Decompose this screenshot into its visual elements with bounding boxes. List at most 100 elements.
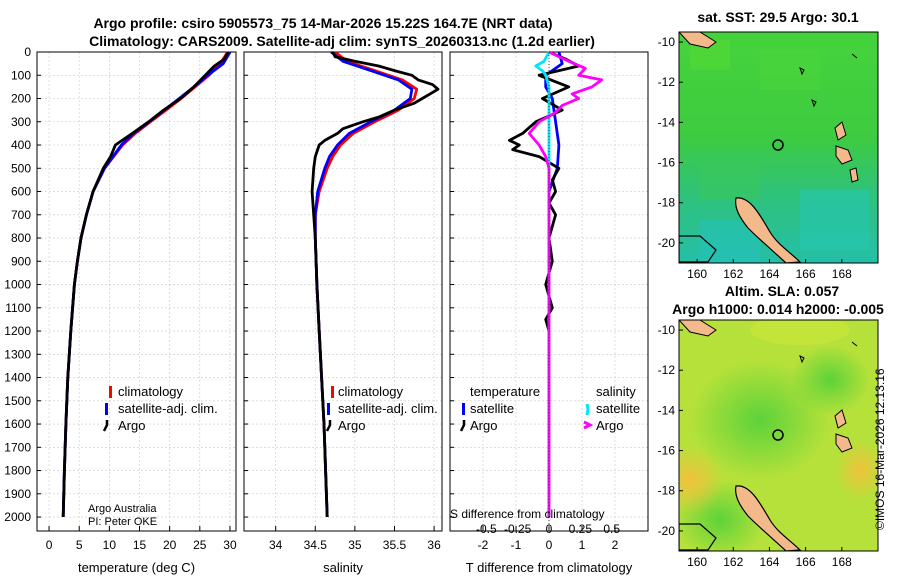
lon-tick-label: 166	[796, 267, 816, 281]
sst-map-field	[679, 32, 878, 263]
x-axis-label: salinity	[323, 560, 363, 575]
legend-swatch-satellite	[105, 403, 108, 415]
x-tick-label: 2	[612, 538, 619, 552]
lat-tick-label: -20	[658, 236, 676, 250]
x-tick-label: 34.5	[304, 538, 328, 552]
grid	[37, 51, 236, 531]
y-tick-label: 500	[11, 161, 31, 175]
legend-swatch-argo	[102, 420, 109, 432]
salinity-legend: climatology satellite-adj. clim. Argo	[325, 384, 438, 433]
series-line-argo	[61, 51, 230, 518]
argo-position-marker	[772, 429, 784, 441]
figure-title-line2: Climatology: CARS2009. Satellite-adj cli…	[89, 33, 595, 49]
s-tick-label: 0.25	[569, 522, 593, 536]
x-tick-label: 20	[163, 538, 177, 552]
x-tick-label: 30	[223, 538, 237, 552]
legend-swatch-sal-satellite	[585, 403, 590, 416]
s-tick-label: 0.5	[603, 522, 620, 536]
axes-frame	[36, 51, 237, 532]
legend-label-argo: Argo	[338, 418, 365, 433]
x-tick-label: -2	[478, 538, 489, 552]
legend-title-temperature: temperature	[470, 384, 540, 399]
x-tick-label: -1	[511, 538, 522, 552]
y-tick-label: 800	[11, 231, 31, 245]
imos-credit: ©IMOS 16-Mar-2026 12:13:16	[873, 368, 887, 530]
lat-tick-label: -18	[658, 484, 676, 498]
x-tick-label: 1	[579, 538, 586, 552]
y-tick-label: 200	[11, 92, 31, 106]
sla-map-title: Altim. SLA: 0.057	[725, 283, 840, 299]
x-tick-label: 35	[348, 538, 362, 552]
lon-tick-label: 164	[759, 555, 779, 569]
lat-tick-label: -16	[658, 444, 676, 458]
legend-label-sal-satellite: satellite	[596, 401, 640, 416]
y-tick-label: 1500	[4, 394, 31, 408]
credit-line-2: PI: Peter OKE	[88, 516, 157, 528]
x-tick-label: 5	[76, 538, 83, 552]
lon-tick-label: 162	[723, 267, 743, 281]
s-tick-label: 0	[546, 522, 553, 536]
legend-swatch-climatology	[331, 386, 334, 398]
legend-label-temp-satellite: satellite	[470, 401, 514, 416]
y-tick-label: 100	[11, 68, 31, 82]
lon-tick-label: 166	[796, 555, 816, 569]
lon-tick-label: 164	[759, 267, 779, 281]
sst-map-axes: 160 162 164 166 168 -10 -12 -14 -16 -18 -20	[658, 35, 852, 281]
legend-swatch-temp-argo	[459, 420, 466, 432]
y-tick-label: 400	[11, 138, 31, 152]
legend-label-satellite: satellite-adj. clim.	[118, 401, 218, 416]
lat-tick-label: -14	[658, 115, 676, 129]
legend-label-climatology: climatology	[338, 384, 404, 399]
x-axis-label: T difference from climatology	[466, 560, 633, 575]
lat-tick-label: -10	[658, 35, 676, 49]
y-tick-label: 1600	[4, 417, 31, 431]
sla-map-field	[679, 320, 878, 551]
s-tick-label: -0.5	[476, 522, 497, 536]
y-tick-label: 1000	[4, 278, 31, 292]
legend-label-satellite: satellite-adj. clim.	[338, 401, 438, 416]
series-line-argo	[310, 51, 440, 518]
x-tick-label: 35.5	[383, 538, 407, 552]
x-tick-label: 10	[103, 538, 117, 552]
credit-line-1: Argo Australia	[88, 503, 157, 515]
lat-tick-label: -14	[658, 403, 676, 417]
lon-tick-label: 168	[832, 555, 852, 569]
axes-frame	[243, 51, 443, 532]
salinity-panel: 34 34.5 35 35.5 36 salinity	[243, 50, 443, 575]
y-tick-label: 1300	[4, 347, 31, 361]
legend-swatch-climatology	[109, 386, 112, 398]
lat-tick-label: -10	[658, 323, 676, 337]
figure-title-line1: Argo profile: csiro 5905573_75 14-Mar-20…	[93, 15, 552, 31]
y-tick-label: 2000	[4, 510, 31, 524]
legend-label-climatology: climatology	[118, 384, 184, 399]
y-tick-label: 300	[11, 115, 31, 129]
y-tick-label: 1700	[4, 440, 31, 454]
y-tick-label: 900	[11, 254, 31, 268]
y-tick-label: 1900	[4, 487, 31, 501]
x-tick-label: 0	[46, 538, 53, 552]
legend-swatch-argo	[325, 420, 332, 432]
x-tick-label: 15	[133, 538, 147, 552]
s-difference-axis-label: S difference from climatology	[450, 507, 605, 521]
series-line-salinity-argo	[527, 50, 604, 517]
x-tick-label: 36	[427, 538, 441, 552]
x-axis-label: temperature (deg C)	[78, 560, 195, 575]
sla-map-subtitle: Argo h1000: 0.014 h2000: -0.005	[672, 301, 884, 317]
y-tick-label: 1100	[5, 301, 31, 315]
lat-tick-label: -16	[658, 156, 676, 170]
argo-position-marker	[772, 139, 784, 151]
temperature-panel: 0 5 10 15 20 25 30 temperature (deg C) 0 100 200 30…	[4, 45, 237, 575]
difference-panel: -2 -1 0 1 2 T difference from climatology -0.5…	[449, 50, 649, 575]
x-tick-label: 25	[193, 538, 207, 552]
legend-label-sal-argo: Argo	[596, 418, 623, 433]
legend-label-argo: Argo	[118, 418, 145, 433]
grid	[450, 51, 648, 531]
lat-tick-label: -20	[658, 524, 676, 538]
y-tick-label: 0	[24, 45, 31, 59]
s-tick-label: -0.25	[504, 522, 532, 536]
sla-map-axes: 160 162 164 166 168 -10 -12 -14 -16 -18 -20	[658, 323, 852, 569]
lon-tick-label: 162	[723, 555, 743, 569]
lat-tick-label: -12	[658, 363, 676, 377]
temperature-legend: climatology satellite-adj. clim. Argo Ar…	[88, 384, 218, 528]
